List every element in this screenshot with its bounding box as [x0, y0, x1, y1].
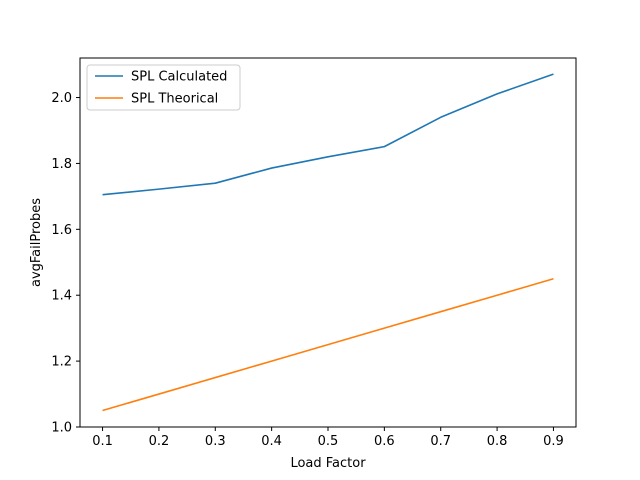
- y-tick-label: 1.0: [51, 421, 72, 436]
- x-tick-label: 0.7: [430, 434, 451, 449]
- y-tick-label: 2.0: [51, 91, 72, 106]
- legend: SPL Calculated SPL Theorical: [86, 64, 241, 111]
- series-line-1: [102, 277, 554, 412]
- y-tick-label: 1.8: [51, 157, 72, 172]
- x-tick-label: 0.5: [318, 434, 339, 449]
- plot-area: [80, 58, 576, 427]
- y-tick-label: 1.2: [51, 355, 72, 370]
- series-layer: [102, 73, 554, 412]
- x-tick-label: 0.2: [149, 434, 170, 449]
- x-axis: 0.1 0.2 0.3 0.4 0.5 0.6 0.7 0.8 0.9: [92, 427, 564, 449]
- x-tick-label: 0.6: [374, 434, 395, 449]
- y-tick-label: 1.4: [51, 289, 72, 304]
- x-tick-label: 0.9: [543, 434, 564, 449]
- y-axis: 1.0 1.2 1.4 1.6 1.8 2.0: [51, 91, 80, 436]
- x-tick-label: 0.4: [261, 434, 282, 449]
- y-tick-label: 1.6: [51, 223, 72, 238]
- series-line-0: [102, 73, 554, 196]
- legend-label-0: SPL Calculated: [131, 70, 227, 85]
- x-tick-label: 0.8: [487, 434, 508, 449]
- legend-label-1: SPL Theorical: [131, 92, 218, 107]
- x-axis-label: Load Factor: [290, 456, 366, 471]
- x-tick-label: 0.3: [205, 434, 226, 449]
- x-tick-label: 0.1: [92, 434, 113, 449]
- legend-box: [86, 64, 241, 111]
- y-axis-label: avgFailProbes: [29, 198, 44, 287]
